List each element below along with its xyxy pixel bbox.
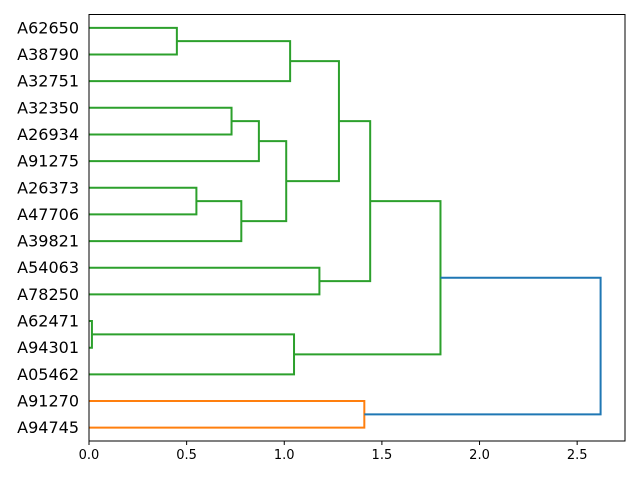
x-axis-tick-label: 2.5 <box>567 448 588 463</box>
dendrogram-link <box>89 200 243 243</box>
x-axis-tick-label: 1.5 <box>372 448 393 463</box>
dendrogram-link <box>89 120 260 163</box>
leaf-label: A26373 <box>17 178 79 197</box>
leaf-label: A05462 <box>17 365 79 384</box>
x-axis-tick-label: 0.5 <box>176 448 197 463</box>
leaf-label: A26934 <box>17 125 79 144</box>
x-axis-tick-label: 0.0 <box>79 448 100 463</box>
leaf-label: A78250 <box>17 285 79 304</box>
dendrogram-link <box>89 333 296 376</box>
leaf-label: A32350 <box>17 98 79 117</box>
dendrogram-link <box>286 60 340 183</box>
dendrogram-link <box>241 140 288 223</box>
x-axis-tick-label: 1.0 <box>274 448 295 463</box>
leaf-label: A32751 <box>17 72 79 91</box>
leaf-label: A94301 <box>17 338 79 357</box>
x-axis-tick-label: 2.0 <box>469 448 490 463</box>
leaf-label: A38790 <box>17 45 79 64</box>
plot-border <box>88 14 626 442</box>
leaf-label: A54063 <box>17 258 79 277</box>
dendrogram-link <box>89 266 321 296</box>
dendrogram-link <box>364 276 602 416</box>
leaf-label: A39821 <box>17 232 79 251</box>
dendrogram-link <box>319 120 372 283</box>
dendrogram-link <box>89 40 292 83</box>
leaf-label: A94745 <box>17 418 79 437</box>
leaf-label: A47706 <box>17 205 79 224</box>
leaf-label: A62471 <box>17 312 79 331</box>
dendrogram-link <box>294 200 442 356</box>
leaf-label: A91275 <box>17 152 79 171</box>
dendrogram-link <box>89 26 178 56</box>
leaf-label: A62650 <box>17 18 79 37</box>
leaf-label: A91270 <box>17 392 79 411</box>
dendrogram-link <box>89 106 233 136</box>
dendrogram-link <box>89 400 366 429</box>
dendrogram-link <box>89 186 198 216</box>
